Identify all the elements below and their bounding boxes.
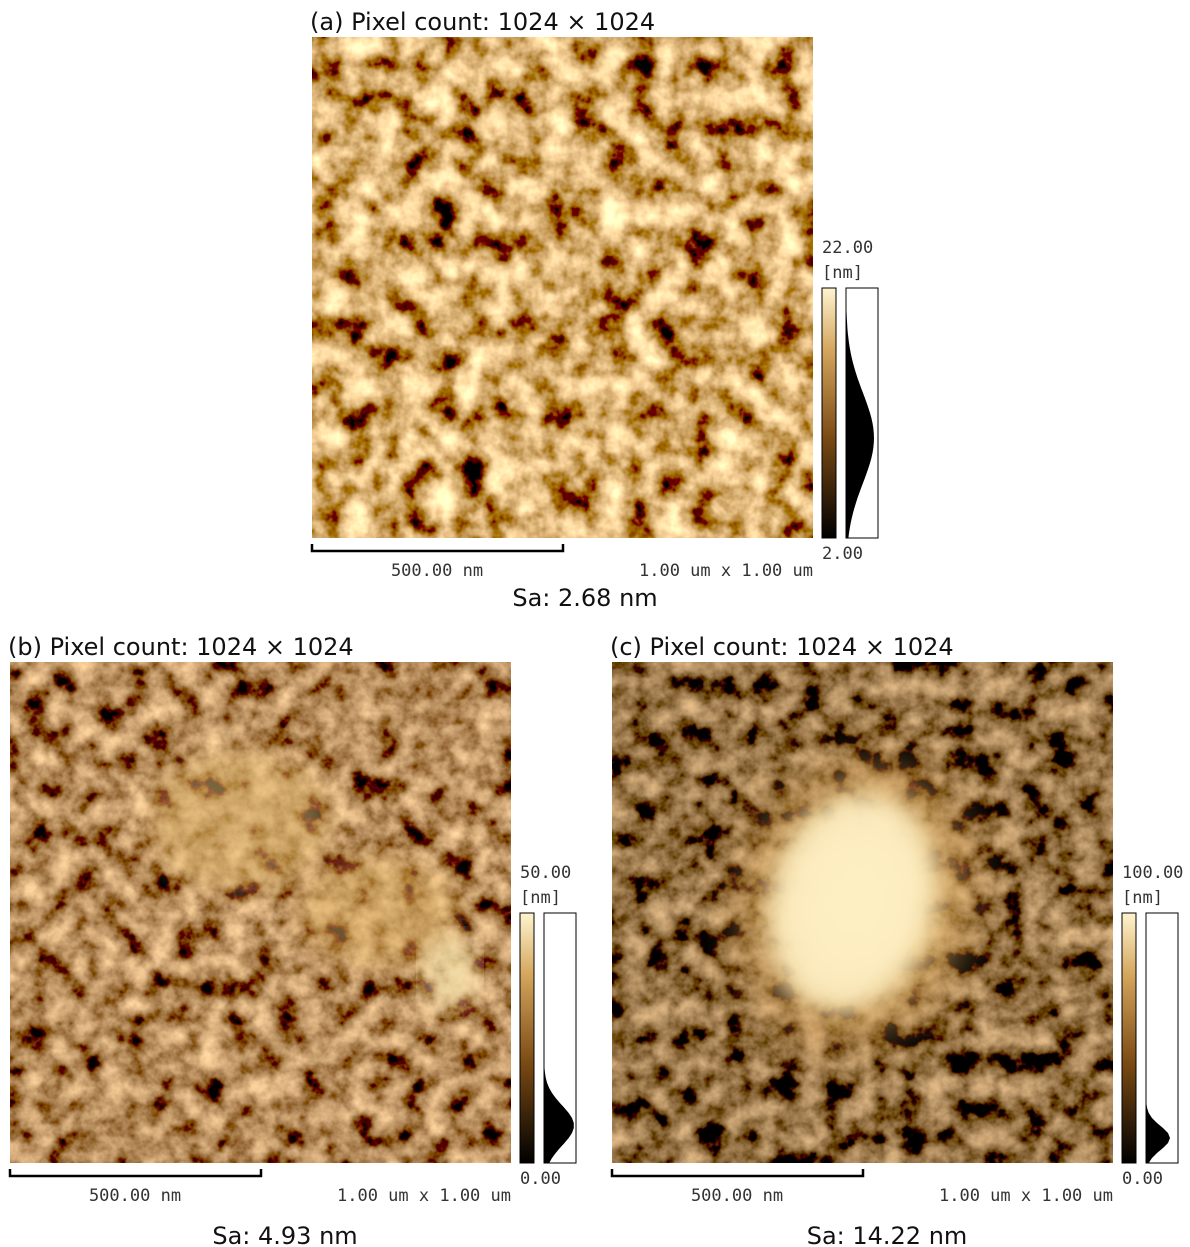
scale-bar	[612, 1169, 863, 1176]
panel-title: (b) Pixel count: 1024 × 1024	[8, 633, 354, 661]
image-feature	[150, 752, 330, 892]
color-bar	[822, 288, 836, 538]
panel: (b) Pixel count: 1024 × 1024 50.00 [nm] 0.0…	[8, 633, 576, 1247]
scale-bar	[10, 1169, 261, 1176]
scale-min: 2.00	[822, 544, 863, 564]
scan-size: 1.00 um x 1.00 um	[337, 1186, 511, 1206]
scale-bar-label: 500.00 nm	[391, 561, 483, 581]
scale-max: 50.00	[520, 863, 571, 883]
scale-unit: [nm]	[1122, 888, 1163, 908]
scale-unit: [nm]	[520, 888, 561, 908]
roughness: Sa: 4.93 nm	[212, 1222, 357, 1247]
scale-bar	[312, 544, 563, 551]
afm-image	[312, 37, 813, 538]
panel: (c) Pixel count: 1024 × 1024 100.00 [nm] 0.…	[610, 633, 1183, 1247]
scan-size: 1.00 um x 1.00 um	[939, 1186, 1113, 1206]
scale-min: 0.00	[1122, 1169, 1163, 1189]
scale-min: 0.00	[520, 1169, 561, 1189]
scale-bar-label: 500.00 nm	[89, 1186, 181, 1206]
scan-size: 1.00 um x 1.00 um	[639, 561, 813, 581]
panel-title: (a) Pixel count: 1024 × 1024	[310, 8, 655, 36]
panel: (a) Pixel count: 1024 × 1024 22.00 [nm] 2.0…	[310, 8, 878, 612]
roughness: Sa: 2.68 nm	[512, 584, 657, 612]
scale-max: 22.00	[822, 238, 873, 258]
scale-bar-label: 500.00 nm	[691, 1186, 783, 1206]
roughness: Sa: 14.22 nm	[807, 1222, 968, 1247]
color-bar	[520, 913, 534, 1163]
scale-max: 100.00	[1122, 863, 1183, 883]
scale-unit: [nm]	[822, 263, 863, 283]
color-bar	[1122, 913, 1136, 1163]
figure: (a) Pixel count: 1024 × 1024 22.00 [nm] 2.0…	[0, 0, 1190, 1247]
image-feature	[422, 934, 478, 1010]
panel-title: (c) Pixel count: 1024 × 1024	[610, 633, 954, 661]
